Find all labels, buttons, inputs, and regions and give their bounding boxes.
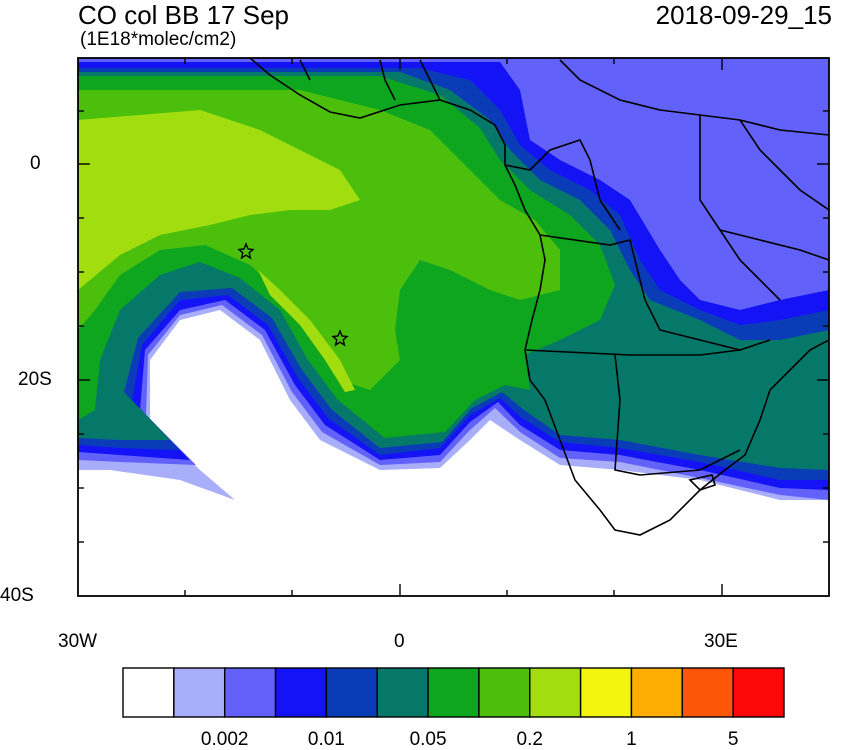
colorbar-label: 0.01 [307, 729, 345, 750]
x-axis-label-0: 0 [394, 631, 405, 652]
colorbar-swatch [325, 667, 378, 718]
tick-marks [78, 58, 829, 596]
co-field [78, 58, 829, 596]
colorbar-swatch [529, 667, 582, 718]
x-axis-label-30e: 30E [704, 631, 738, 652]
timestamp-label: 2018-09-29_15 [655, 0, 832, 30]
y-axis-label-40s: 40S [0, 585, 34, 606]
coastlines [249, 58, 829, 536]
colorbar-swatch [478, 667, 531, 718]
colorbar-swatch [274, 667, 328, 718]
units-label: (1E18*molec/cm2) [80, 29, 237, 50]
colorbar [122, 667, 785, 718]
y-axis-label-0: 0 [30, 153, 41, 174]
site-star-marker [331, 329, 349, 347]
colorbar-label: 5 [727, 729, 739, 750]
colorbar-swatch [630, 667, 684, 718]
colorbar-swatch [173, 667, 226, 718]
colorbar-swatch [681, 667, 734, 718]
x-axis-label-30w: 30W [58, 631, 98, 652]
colorbar-label: 0.002 [200, 729, 249, 750]
y-axis-label-20s: 20S [18, 369, 52, 390]
colorbar-label: 0.05 [409, 729, 447, 750]
colorbar-swatch [427, 667, 480, 718]
site-star-marker [237, 242, 255, 260]
colorbar-label: 1 [626, 729, 637, 750]
plume-yellowgreen [78, 110, 360, 290]
plot-frame [77, 57, 830, 597]
plume-yellowgreen-streak [258, 270, 355, 392]
colorbar-swatch [376, 667, 429, 718]
colorbar-swatch [122, 667, 175, 718]
colorbar-swatch [223, 667, 277, 718]
map-title: CO col BB 17 Sep [78, 0, 289, 30]
colorbar-label: 0.2 [516, 729, 543, 750]
colorbar-swatch [579, 667, 633, 718]
colorbar-swatch [732, 667, 785, 718]
